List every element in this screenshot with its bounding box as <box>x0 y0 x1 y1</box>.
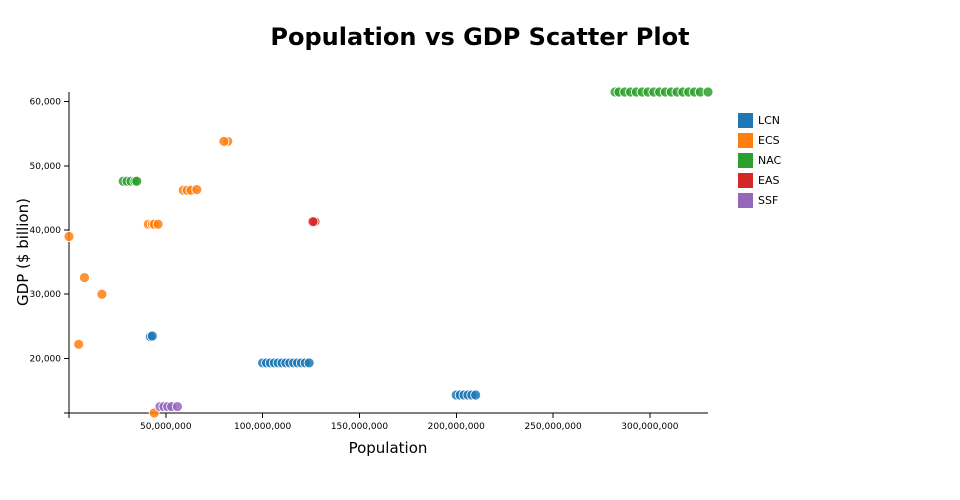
x-tick-label: 100,000,000 <box>234 422 292 432</box>
legend-item-nac[interactable]: NAC <box>738 153 782 168</box>
y-tick-label: 30,000 <box>30 290 62 300</box>
legend-item-ssf[interactable]: SSF <box>738 193 778 208</box>
legend-label: SSF <box>758 194 778 207</box>
chart-legend: LCN ECS NAC EAS SSF <box>738 113 782 208</box>
x-axis-label: Population <box>349 439 428 457</box>
series-ssf <box>154 401 183 412</box>
legend-swatch <box>738 173 753 188</box>
data-point[interactable] <box>96 288 108 300</box>
legend-swatch <box>738 193 753 208</box>
data-point[interactable] <box>172 401 183 412</box>
legend-swatch <box>738 113 753 128</box>
y-tick-label: 40,000 <box>30 226 62 236</box>
data-point[interactable] <box>307 216 319 228</box>
series-eas <box>307 216 321 228</box>
x-tick-label: 250,000,000 <box>524 422 582 432</box>
legend-label: LCN <box>758 114 780 127</box>
x-axis-ticks: 50,000,000 100,000,000 150,000,000 200,000,… <box>68 413 679 432</box>
x-tick-label: 50,000,000 <box>140 422 192 432</box>
data-point[interactable] <box>218 136 230 147</box>
data-point[interactable] <box>152 218 164 230</box>
plot-area: 50,000,000 100,000,000 150,000,000 200,000,… <box>30 86 714 432</box>
y-axis-ticks: 20,000 30,000 40,000 50,000 60,000 <box>30 98 69 414</box>
legend-swatch <box>738 153 753 168</box>
x-tick-label: 150,000,000 <box>331 422 389 432</box>
chart-title: Population vs GDP Scatter Plot <box>270 23 689 51</box>
y-tick-label: 60,000 <box>30 98 62 108</box>
y-tick-label: 20,000 <box>30 354 62 364</box>
data-point[interactable] <box>146 330 158 342</box>
x-tick-label: 200,000,000 <box>428 422 486 432</box>
data-point[interactable] <box>131 175 143 187</box>
data-points <box>63 86 714 419</box>
legend-item-eas[interactable]: EAS <box>738 173 779 188</box>
data-point[interactable] <box>303 357 315 369</box>
legend-label: ECS <box>758 134 780 147</box>
legend-item-ecs[interactable]: ECS <box>738 133 780 148</box>
legend-label: NAC <box>758 154 782 167</box>
data-point[interactable] <box>73 338 85 350</box>
y-tick-label: 50,000 <box>30 162 62 172</box>
legend-item-lcn[interactable]: LCN <box>738 113 780 128</box>
series-ecs <box>63 136 234 419</box>
data-point[interactable] <box>470 389 482 401</box>
series-lcn <box>144 330 482 401</box>
data-point[interactable] <box>191 184 203 195</box>
legend-label: EAS <box>758 174 779 187</box>
legend-swatch <box>738 133 753 148</box>
y-axis-label: GDP ($ billion) <box>14 198 32 306</box>
series-nac <box>117 86 714 187</box>
data-point[interactable] <box>702 86 714 98</box>
data-point[interactable] <box>79 272 90 283</box>
data-point[interactable] <box>63 231 75 242</box>
x-tick-label: 300,000,000 <box>621 422 679 432</box>
